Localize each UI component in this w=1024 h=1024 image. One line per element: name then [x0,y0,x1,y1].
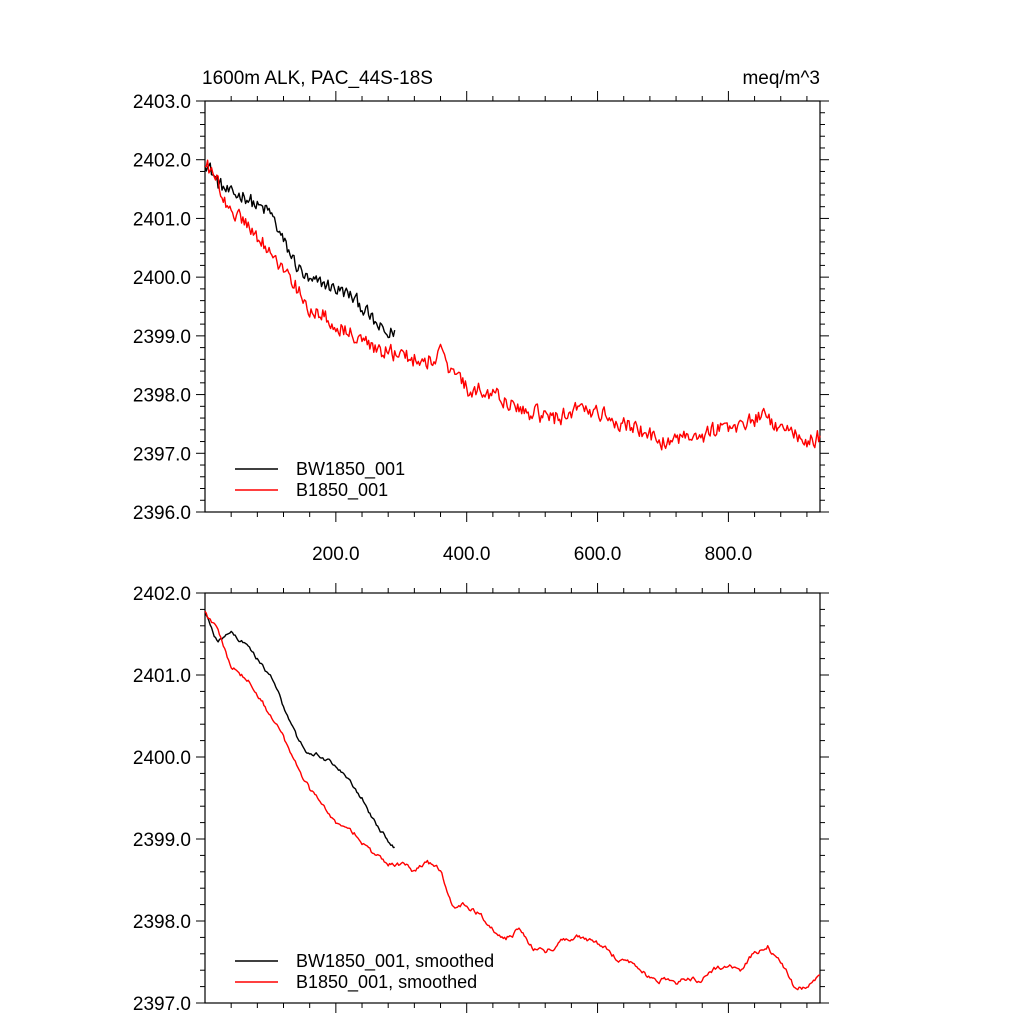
bottom-y-tick-label: 2397.0 [133,994,191,1015]
top-plot-frame [204,100,821,513]
top-legend: BW1850_001 B1850_001 [235,459,405,501]
bottom-legend-label-bw1850: BW1850_001, smoothed [296,951,494,972]
top-panel-title-right: meq/m^3 [742,68,820,89]
top-y-tick-label: 2400.0 [133,268,191,289]
top-x-tick-label: 200.0 [312,544,360,565]
bottom-y-tick-label: 2400.0 [133,748,191,769]
top-y-tick-label: 2402.0 [133,151,191,172]
bottom-panel-series [204,610,820,991]
top-panel: 1600m ALK, PAC_44S-18S meq/m^3 2396.0239… [133,68,829,565]
bottom-series-line-b1850 [204,610,820,991]
top-series-line-b1850 [204,159,821,451]
bottom-plot-frame [204,592,821,1004]
top-legend-label-b1850: B1850_001 [296,480,388,501]
bottom-panel-ticks: 2397.0 2398.0 2399.0 2400.0 2401.0 2402.0 [133,583,829,1015]
top-x-tick-label: 800.0 [705,544,753,565]
bottom-series-line-bw1850 [204,610,395,849]
bottom-y-tick-label: 2399.0 [133,830,191,851]
top-y-tick-label: 2401.0 [133,209,191,230]
bottom-legend: BW1850_001, smoothed B1850_001, smoothed [235,951,494,993]
bottom-y-tick-label: 2402.0 [133,584,191,605]
top-y-tick-label: 2397.0 [133,444,191,465]
top-x-tick-label: 400.0 [443,544,491,565]
top-series-line-bw1850 [204,162,396,339]
top-panel-title-left: 1600m ALK, PAC_44S-18S [202,68,433,89]
top-legend-label-bw1850: BW1850_001 [296,459,405,480]
top-y-tick-label: 2398.0 [133,386,191,407]
top-panel-ticks: 2396.0 2397.0 2398.0 2399.0 2400.0 2401.0 2402… [133,91,829,565]
bottom-y-tick-label: 2401.0 [133,666,191,687]
bottom-legend-label-b1850: B1850_001, smoothed [296,972,477,993]
top-x-tick-label: 600.0 [574,544,622,565]
top-panel-series [204,159,821,451]
bottom-y-tick-label: 2398.0 [133,912,191,933]
top-y-tick-label: 2399.0 [133,327,191,348]
bottom-panel: 2397.0 2398.0 2399.0 2400.0 2401.0 2402.0 BW1… [133,583,829,1015]
top-y-tick-label: 2403.0 [133,92,191,113]
top-y-tick-label: 2396.0 [133,503,191,524]
